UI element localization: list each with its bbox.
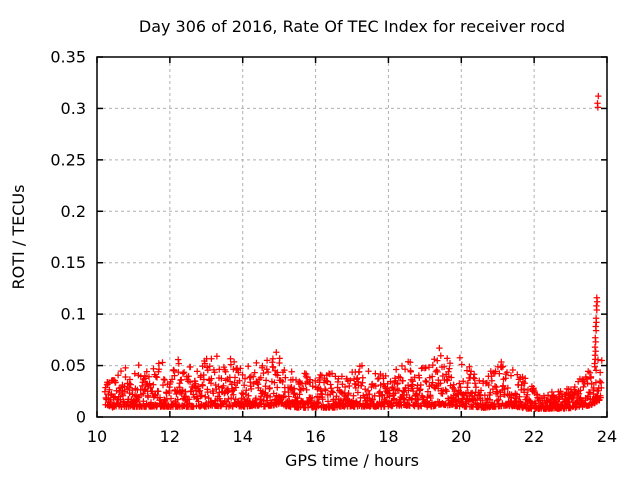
x-tick-labels: 10 12 14 16 18 20 22 24 (87, 427, 617, 446)
y-tick-label: 0.3 (61, 99, 86, 118)
y-tick-label: 0.15 (50, 253, 86, 272)
x-axis-label: GPS time / hours (285, 451, 419, 470)
chart-title: Day 306 of 2016, Rate Of TEC Index for r… (139, 17, 565, 36)
gridlines (96, 56, 608, 418)
x-tick-label: 14 (233, 427, 253, 446)
axis-ticks (96, 56, 608, 418)
scatter-points (101, 92, 605, 412)
y-tick-label: 0.05 (50, 356, 86, 375)
x-tick-label: 10 (87, 427, 107, 446)
x-tick-label: 18 (378, 427, 398, 446)
x-tick-label: 16 (305, 427, 325, 446)
y-tick-label: 0.2 (61, 202, 86, 221)
y-axis-label: ROTI / TECUs (9, 185, 28, 290)
x-tick-label: 24 (597, 427, 617, 446)
y-tick-label: 0 (76, 408, 86, 427)
x-tick-label: 20 (451, 427, 471, 446)
y-tick-labels: 0 0.05 0.1 0.15 0.2 0.25 0.3 0.35 (50, 48, 86, 427)
y-tick-label: 0.35 (50, 48, 86, 67)
roti-series-markers (101, 92, 605, 412)
y-tick-label: 0.1 (61, 305, 86, 324)
x-tick-label: 12 (160, 427, 180, 446)
plot-border (96, 56, 608, 418)
y-tick-label: 0.25 (50, 150, 86, 169)
x-tick-label: 22 (524, 427, 544, 446)
